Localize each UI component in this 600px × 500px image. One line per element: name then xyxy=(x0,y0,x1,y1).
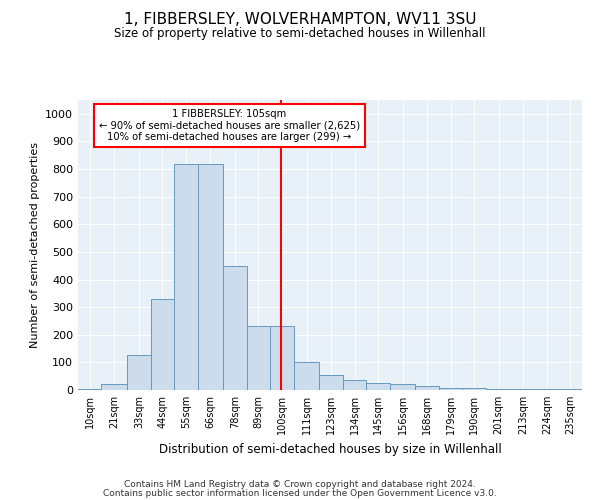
Bar xyxy=(293,362,319,390)
Bar xyxy=(127,356,151,390)
Bar xyxy=(247,326,270,390)
Bar xyxy=(415,386,439,390)
Bar xyxy=(174,164,197,390)
Bar xyxy=(270,326,293,390)
Bar xyxy=(486,388,512,390)
Bar xyxy=(319,375,343,390)
Bar xyxy=(463,388,486,390)
Bar xyxy=(367,383,390,390)
Bar xyxy=(559,388,582,390)
Text: Size of property relative to semi-detached houses in Willenhall: Size of property relative to semi-detach… xyxy=(114,28,486,40)
Bar xyxy=(78,388,101,390)
Bar xyxy=(197,164,223,390)
Text: 1, FIBBERSLEY, WOLVERHAMPTON, WV11 3SU: 1, FIBBERSLEY, WOLVERHAMPTON, WV11 3SU xyxy=(124,12,476,28)
Bar xyxy=(101,384,127,390)
Text: Contains HM Land Registry data © Crown copyright and database right 2024.: Contains HM Land Registry data © Crown c… xyxy=(124,480,476,489)
Text: Distribution of semi-detached houses by size in Willenhall: Distribution of semi-detached houses by … xyxy=(158,442,502,456)
Bar xyxy=(343,380,367,390)
Y-axis label: Number of semi-detached properties: Number of semi-detached properties xyxy=(29,142,40,348)
Text: Contains public sector information licensed under the Open Government Licence v3: Contains public sector information licen… xyxy=(103,489,497,498)
Bar xyxy=(512,389,535,390)
Bar xyxy=(390,384,415,390)
Bar xyxy=(535,389,559,390)
Bar xyxy=(223,266,247,390)
Bar xyxy=(439,388,463,390)
Text: 1 FIBBERSLEY: 105sqm
← 90% of semi-detached houses are smaller (2,625)
10% of se: 1 FIBBERSLEY: 105sqm ← 90% of semi-detac… xyxy=(98,108,360,142)
Bar xyxy=(151,299,174,390)
